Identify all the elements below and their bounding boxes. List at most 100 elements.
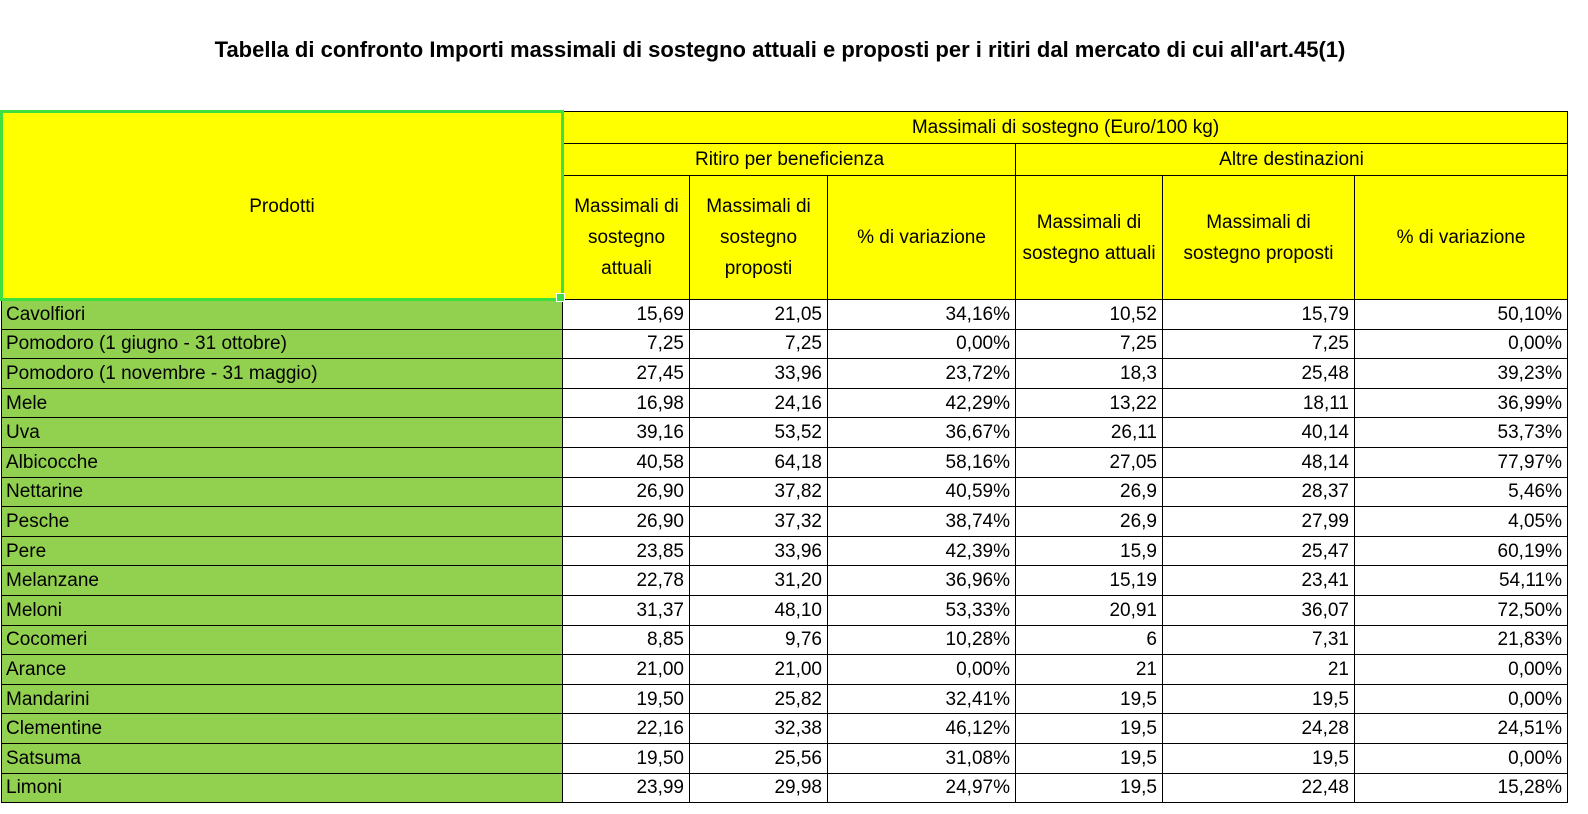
charity-proposed-cell[interactable]: 7,25 (689, 328, 828, 360)
other-variation-cell[interactable]: 0,00% (1354, 742, 1568, 774)
product-cell[interactable]: Uva (1, 417, 563, 448)
product-cell[interactable]: Cocomeri (1, 624, 563, 656)
charity-variation-cell[interactable]: 58,16% (827, 446, 1016, 478)
other-current-cell[interactable]: 19,5 (1015, 742, 1163, 774)
charity-proposed-cell[interactable]: 33,96 (689, 358, 828, 389)
other-proposed-cell[interactable]: 48,14 (1162, 446, 1355, 478)
other-variation-cell[interactable]: 0,00% (1354, 654, 1568, 685)
other-variation-cell[interactable]: 72,50% (1354, 594, 1568, 626)
charity-proposed-cell[interactable]: 25,56 (689, 742, 828, 774)
charity-proposed-cell[interactable]: 25,82 (689, 683, 828, 715)
header-other-proposed[interactable]: Massimali di sostegno proposti (1162, 175, 1355, 300)
charity-variation-cell[interactable]: 0,00% (827, 654, 1016, 685)
product-cell[interactable]: Pere (1, 535, 563, 567)
header-other-current[interactable]: Massimali di sostegno attuali (1015, 175, 1163, 300)
charity-proposed-cell[interactable]: 33,96 (689, 535, 828, 567)
header-products-cell[interactable]: Prodotti (0, 110, 564, 301)
charity-variation-cell[interactable]: 10,28% (827, 624, 1016, 656)
charity-proposed-cell[interactable]: 21,05 (689, 299, 828, 330)
charity-current-cell[interactable]: 31,37 (562, 594, 690, 626)
other-current-cell[interactable]: 19,5 (1015, 713, 1163, 744)
charity-variation-cell[interactable]: 42,39% (827, 535, 1016, 567)
product-cell[interactable]: Mele (1, 387, 563, 419)
product-cell[interactable]: Satsuma (1, 742, 563, 774)
header-charity-proposed[interactable]: Massimali di sostegno proposti (689, 175, 828, 300)
other-proposed-cell[interactable]: 36,07 (1162, 594, 1355, 626)
selection-fill-handle[interactable] (556, 293, 565, 302)
header-charity-withdrawal[interactable]: Ritiro per beneficienza (562, 143, 1016, 176)
charity-proposed-cell[interactable]: 48,10 (689, 594, 828, 626)
other-current-cell[interactable]: 7,25 (1015, 328, 1163, 360)
charity-proposed-cell[interactable]: 21,00 (689, 654, 828, 685)
charity-current-cell[interactable]: 26,90 (562, 476, 690, 508)
charity-variation-cell[interactable]: 23,72% (827, 358, 1016, 389)
charity-current-cell[interactable]: 21,00 (562, 654, 690, 685)
other-current-cell[interactable]: 15,19 (1015, 565, 1163, 596)
other-current-cell[interactable]: 13,22 (1015, 387, 1163, 419)
header-support-limits[interactable]: Massimali di sostegno (Euro/100 kg) (562, 111, 1568, 144)
other-proposed-cell[interactable]: 19,5 (1162, 683, 1355, 715)
charity-current-cell[interactable]: 27,45 (562, 358, 690, 389)
product-cell[interactable]: Arance (1, 654, 563, 685)
charity-variation-cell[interactable]: 53,33% (827, 594, 1016, 626)
other-proposed-cell[interactable]: 18,11 (1162, 387, 1355, 419)
product-cell[interactable]: Limoni (1, 772, 563, 804)
charity-variation-cell[interactable]: 34,16% (827, 299, 1016, 330)
other-proposed-cell[interactable]: 40,14 (1162, 417, 1355, 448)
other-proposed-cell[interactable]: 25,48 (1162, 358, 1355, 389)
other-proposed-cell[interactable]: 21 (1162, 654, 1355, 685)
other-proposed-cell[interactable]: 28,37 (1162, 476, 1355, 508)
other-proposed-cell[interactable]: 19,5 (1162, 742, 1355, 774)
other-current-cell[interactable]: 26,9 (1015, 506, 1163, 537)
charity-proposed-cell[interactable]: 53,52 (689, 417, 828, 448)
charity-proposed-cell[interactable]: 9,76 (689, 624, 828, 656)
charity-current-cell[interactable]: 7,25 (562, 328, 690, 360)
charity-variation-cell[interactable]: 42,29% (827, 387, 1016, 419)
charity-proposed-cell[interactable]: 32,38 (689, 713, 828, 744)
other-variation-cell[interactable]: 39,23% (1354, 358, 1568, 389)
other-current-cell[interactable]: 19,5 (1015, 772, 1163, 804)
other-current-cell[interactable]: 15,9 (1015, 535, 1163, 567)
charity-variation-cell[interactable]: 36,96% (827, 565, 1016, 596)
other-current-cell[interactable]: 26,9 (1015, 476, 1163, 508)
charity-variation-cell[interactable]: 31,08% (827, 742, 1016, 774)
charity-proposed-cell[interactable]: 24,16 (689, 387, 828, 419)
other-current-cell[interactable]: 19,5 (1015, 683, 1163, 715)
charity-variation-cell[interactable]: 32,41% (827, 683, 1016, 715)
charity-variation-cell[interactable]: 40,59% (827, 476, 1016, 508)
other-variation-cell[interactable]: 24,51% (1354, 713, 1568, 744)
charity-variation-cell[interactable]: 38,74% (827, 506, 1016, 537)
product-cell[interactable]: Melanzane (1, 565, 563, 596)
charity-current-cell[interactable]: 22,16 (562, 713, 690, 744)
other-variation-cell[interactable]: 54,11% (1354, 565, 1568, 596)
other-variation-cell[interactable]: 60,19% (1354, 535, 1568, 567)
other-current-cell[interactable]: 26,11 (1015, 417, 1163, 448)
charity-current-cell[interactable]: 23,99 (562, 772, 690, 804)
charity-current-cell[interactable]: 15,69 (562, 299, 690, 330)
charity-current-cell[interactable]: 40,58 (562, 446, 690, 478)
charity-variation-cell[interactable]: 0,00% (827, 328, 1016, 360)
charity-proposed-cell[interactable]: 64,18 (689, 446, 828, 478)
other-variation-cell[interactable]: 36,99% (1354, 387, 1568, 419)
other-variation-cell[interactable]: 15,28% (1354, 772, 1568, 804)
charity-current-cell[interactable]: 8,85 (562, 624, 690, 656)
other-variation-cell[interactable]: 5,46% (1354, 476, 1568, 508)
product-cell[interactable]: Cavolfiori (1, 299, 563, 330)
charity-current-cell[interactable]: 22,78 (562, 565, 690, 596)
other-variation-cell[interactable]: 4,05% (1354, 506, 1568, 537)
other-proposed-cell[interactable]: 25,47 (1162, 535, 1355, 567)
charity-current-cell[interactable]: 19,50 (562, 742, 690, 774)
other-variation-cell[interactable]: 0,00% (1354, 328, 1568, 360)
other-variation-cell[interactable]: 21,83% (1354, 624, 1568, 656)
other-variation-cell[interactable]: 0,00% (1354, 683, 1568, 715)
other-current-cell[interactable]: 10,52 (1015, 299, 1163, 330)
charity-variation-cell[interactable]: 24,97% (827, 772, 1016, 804)
other-proposed-cell[interactable]: 22,48 (1162, 772, 1355, 804)
charity-proposed-cell[interactable]: 29,98 (689, 772, 828, 804)
charity-current-cell[interactable]: 26,90 (562, 506, 690, 537)
header-charity-variation[interactable]: % di variazione (827, 175, 1016, 300)
product-cell[interactable]: Pesche (1, 506, 563, 537)
other-current-cell[interactable]: 20,91 (1015, 594, 1163, 626)
other-variation-cell[interactable]: 53,73% (1354, 417, 1568, 448)
other-proposed-cell[interactable]: 23,41 (1162, 565, 1355, 596)
